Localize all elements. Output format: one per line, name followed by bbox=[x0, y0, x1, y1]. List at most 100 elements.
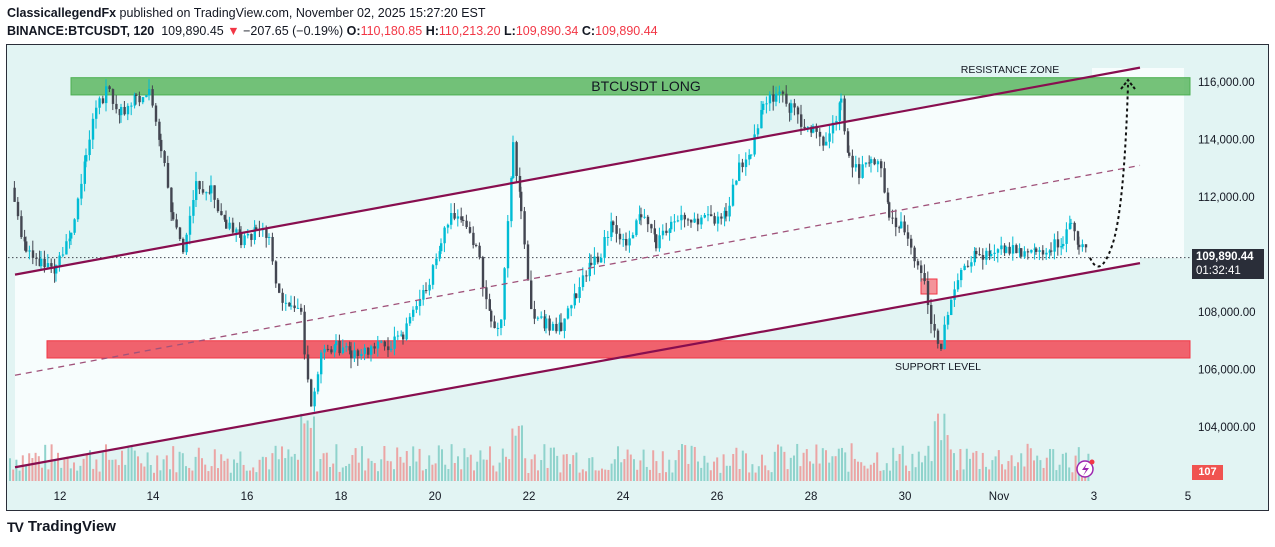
author-name[interactable]: ClassicallegendFx bbox=[7, 6, 117, 20]
volume-bar bbox=[757, 466, 760, 481]
last-price-tag: 109,890.44 01:32:41 bbox=[1192, 249, 1264, 279]
candle-body bbox=[838, 102, 841, 121]
volume-bar bbox=[527, 472, 530, 481]
volume-bar bbox=[553, 447, 555, 481]
volume-bar bbox=[556, 455, 559, 481]
volume-bar bbox=[668, 459, 671, 481]
x-axis-tick: 20 bbox=[429, 491, 442, 503]
volume-bar bbox=[485, 459, 488, 481]
candle-body bbox=[585, 275, 588, 277]
y-axis-tick: 112,000.00 bbox=[1198, 192, 1255, 204]
bar-countdown: 01:32:41 bbox=[1196, 265, 1241, 277]
volume-bar bbox=[1007, 461, 1010, 481]
candle-body bbox=[913, 247, 916, 262]
candle-body bbox=[978, 254, 981, 256]
candle-body bbox=[970, 262, 973, 267]
support-label: SUPPORT LEVEL bbox=[895, 361, 981, 373]
candle-body bbox=[478, 245, 481, 258]
volume-bar bbox=[988, 469, 991, 481]
volume-bar bbox=[962, 469, 965, 481]
volume-bar bbox=[562, 454, 565, 481]
volume-bar bbox=[591, 457, 594, 481]
volume-bar bbox=[713, 461, 715, 481]
candle-body bbox=[265, 229, 268, 238]
candle-body bbox=[858, 164, 861, 178]
volume-bar bbox=[604, 469, 607, 481]
volume-bar bbox=[255, 472, 258, 481]
volume-bar bbox=[415, 461, 418, 481]
tradingview-brand[interactable]: TradingView bbox=[27, 518, 116, 535]
volume-bar bbox=[860, 462, 863, 481]
candle-body bbox=[485, 287, 488, 300]
candle-body bbox=[306, 354, 310, 380]
volume-bar bbox=[959, 449, 962, 481]
volume-bar bbox=[901, 445, 904, 481]
candle-body bbox=[373, 346, 376, 349]
candle-body bbox=[840, 98, 843, 103]
candle-body bbox=[105, 86, 108, 104]
candle-body bbox=[861, 164, 864, 178]
volume-bar bbox=[946, 435, 949, 481]
volume-bar bbox=[351, 455, 354, 481]
volume-bar bbox=[745, 453, 747, 481]
volume-bar bbox=[930, 461, 933, 481]
volume-bar bbox=[274, 445, 277, 481]
candle-body bbox=[612, 221, 615, 226]
candle-body bbox=[250, 233, 253, 240]
volume-bar bbox=[399, 456, 402, 481]
volume-bar bbox=[66, 456, 69, 481]
long-label: BTCUSDT LONG bbox=[591, 78, 700, 94]
candle-body bbox=[933, 323, 936, 331]
volume-bar bbox=[677, 450, 680, 481]
candle-body bbox=[387, 346, 390, 351]
candle-body bbox=[886, 192, 890, 203]
volume-bar bbox=[841, 447, 843, 481]
candle-body bbox=[443, 227, 446, 244]
volume-bar bbox=[623, 459, 626, 481]
candle-body bbox=[768, 94, 772, 104]
volume-bar bbox=[428, 455, 431, 481]
candle-body bbox=[1050, 250, 1053, 252]
volume-bar bbox=[265, 457, 267, 481]
candle-body bbox=[130, 105, 133, 107]
volume-bar bbox=[937, 413, 939, 481]
volume-bar bbox=[469, 454, 472, 481]
candle-body bbox=[126, 105, 130, 115]
candle-body bbox=[228, 222, 231, 229]
candle-body bbox=[778, 91, 781, 94]
volume-bar bbox=[809, 461, 811, 481]
volume-bar bbox=[633, 459, 635, 481]
volume-bar bbox=[892, 447, 895, 481]
candle-body bbox=[803, 126, 806, 129]
candle-body bbox=[903, 221, 906, 233]
candle-body bbox=[910, 238, 913, 248]
volume-bar bbox=[233, 459, 235, 481]
volume-bar bbox=[159, 470, 162, 481]
candle-body bbox=[676, 220, 680, 222]
candle-body bbox=[650, 224, 653, 229]
candle-body bbox=[123, 106, 126, 115]
volume-bar bbox=[284, 458, 287, 481]
volume-bar bbox=[661, 451, 664, 481]
candle-body bbox=[141, 97, 145, 103]
volume-bar bbox=[652, 450, 655, 481]
volume-bar bbox=[271, 453, 274, 481]
y-axis-tick: 106,000.00 bbox=[1198, 365, 1256, 377]
projection-path bbox=[1089, 84, 1129, 268]
volume-bar bbox=[885, 463, 888, 481]
candle-body bbox=[735, 180, 738, 185]
candle-body bbox=[460, 216, 463, 220]
volume-bar bbox=[447, 469, 450, 481]
volume-bar bbox=[162, 459, 165, 481]
volume-bar bbox=[732, 453, 735, 481]
volume-bar bbox=[876, 452, 879, 481]
volume-bar bbox=[777, 444, 779, 481]
candle-body bbox=[510, 178, 513, 222]
candle-body bbox=[188, 215, 192, 235]
volume-bar bbox=[220, 454, 223, 481]
y-axis-tick: 108,000.00 bbox=[1198, 307, 1256, 319]
candle-body bbox=[936, 330, 940, 344]
candle-body bbox=[728, 205, 731, 217]
volume-bar bbox=[309, 427, 312, 481]
